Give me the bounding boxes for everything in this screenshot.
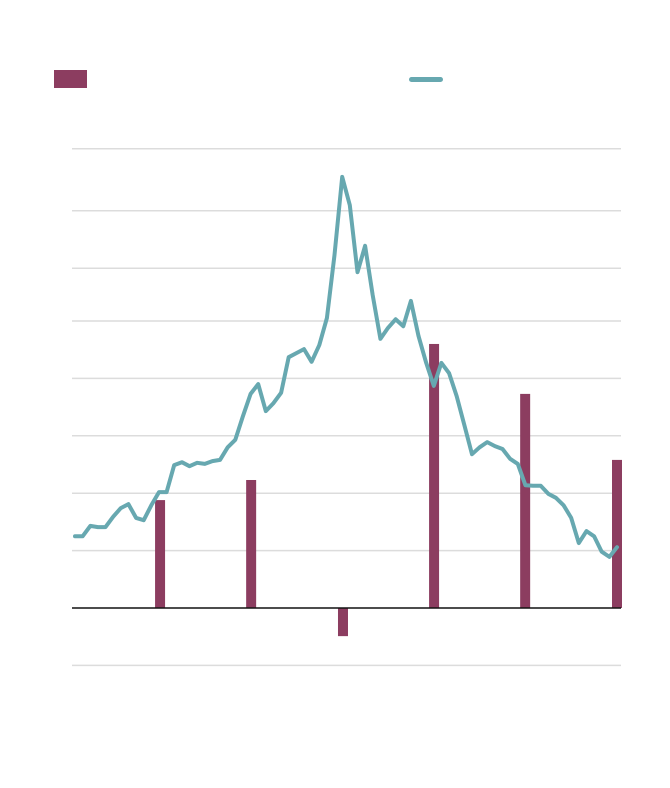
legend-bar-swatch bbox=[54, 70, 87, 88]
bar bbox=[246, 479, 257, 608]
bar bbox=[429, 343, 440, 608]
bar bbox=[337, 608, 348, 637]
bar-series bbox=[155, 343, 622, 637]
bar bbox=[155, 500, 166, 608]
line-path bbox=[73, 174, 619, 559]
line-series bbox=[73, 174, 619, 559]
gridlines bbox=[72, 148, 621, 667]
bar bbox=[520, 393, 531, 608]
legend-line-swatch bbox=[409, 77, 443, 82]
bar bbox=[612, 459, 622, 608]
